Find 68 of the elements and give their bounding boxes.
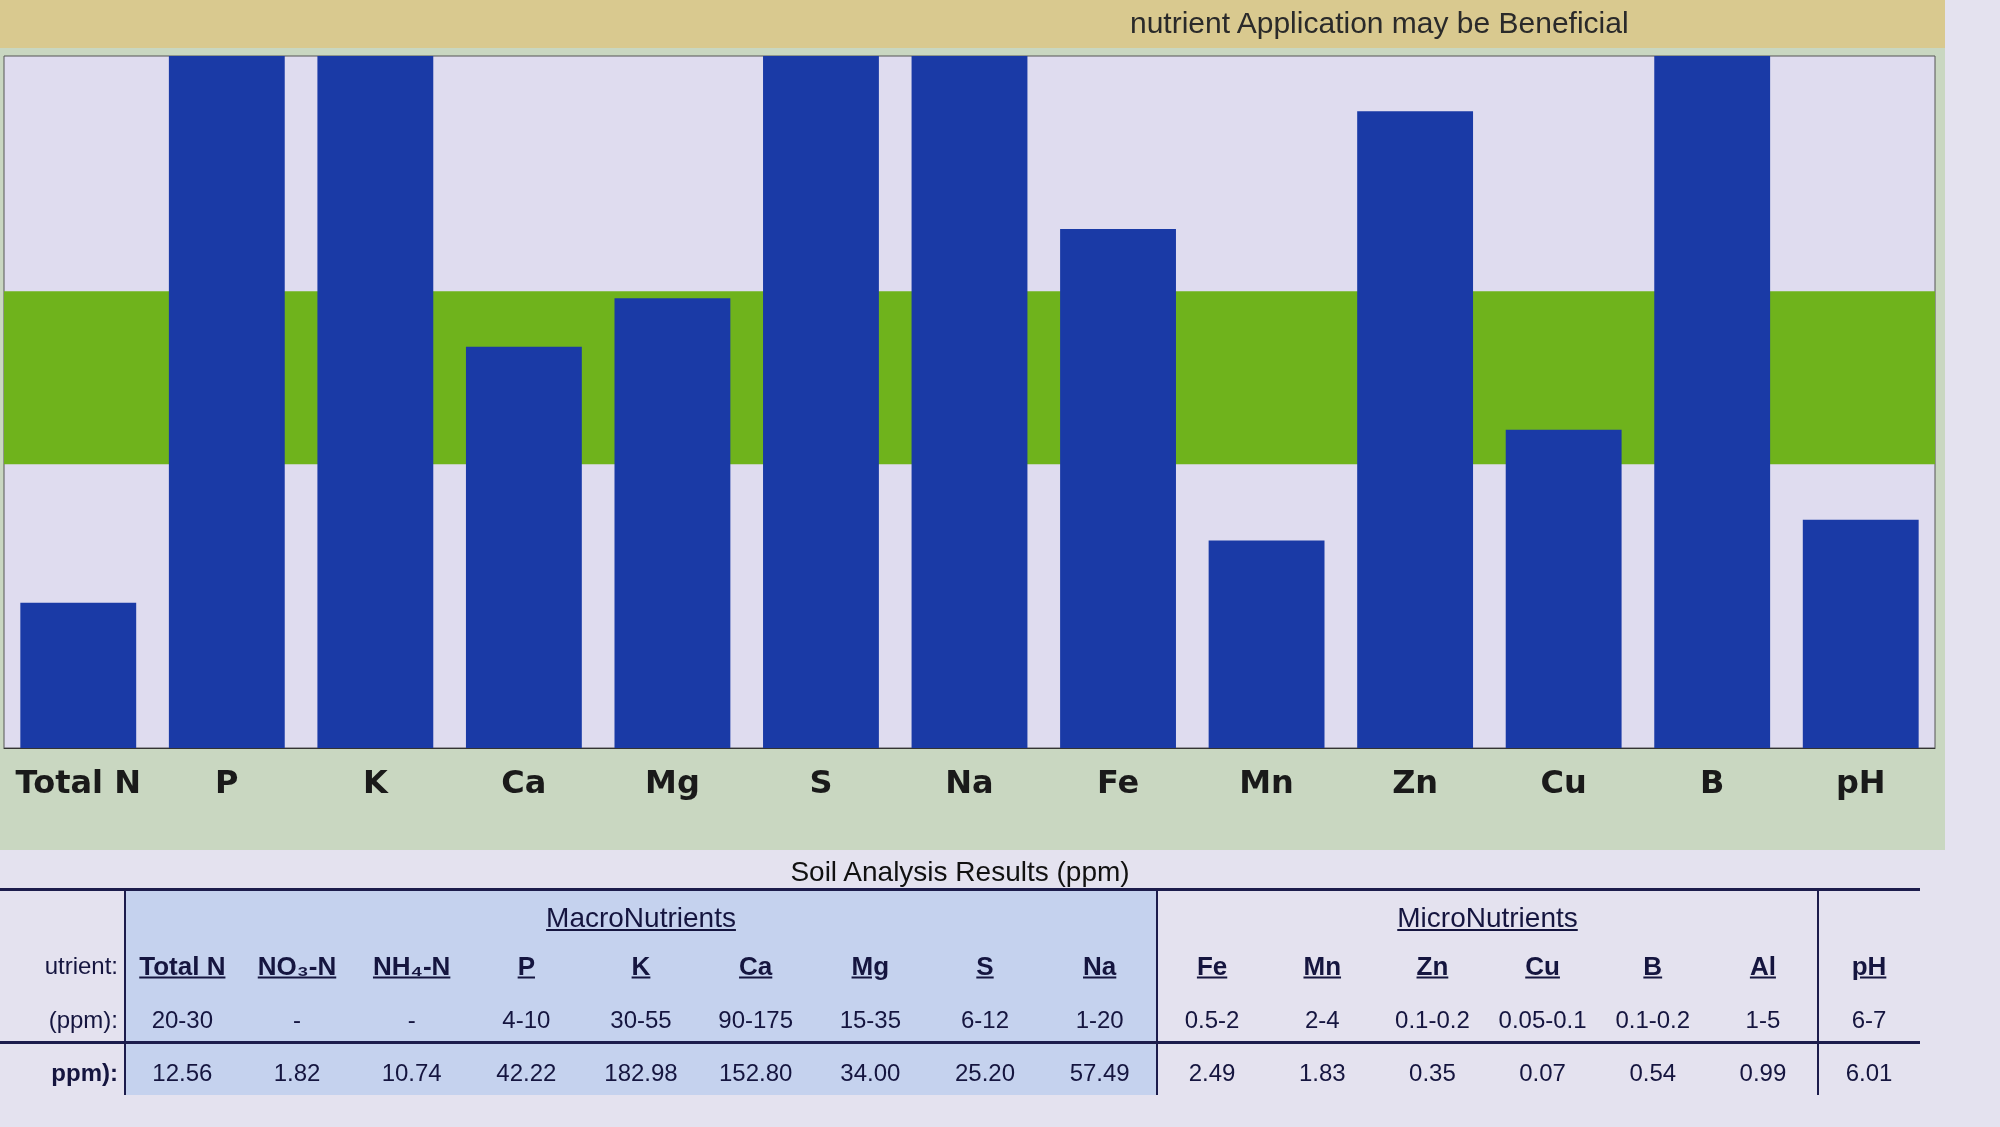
category-label: S — [976, 950, 994, 982]
data-label: 0.1-0.2 — [1615, 1006, 1691, 1034]
text: Soil Analysis Results (ppm) — [790, 856, 1130, 888]
category-label: Zn — [1416, 950, 1449, 982]
category-label: Mg — [851, 950, 890, 982]
category-label: Na — [1083, 950, 1117, 982]
data-label: 152.80 — [718, 1059, 793, 1087]
data-label: 20-30 — [151, 1006, 214, 1034]
category-label: Al — [1749, 950, 1776, 982]
text: (ppm): — [48, 1006, 118, 1034]
data-label: 0.99 — [1739, 1059, 1787, 1087]
data-label: 6-7 — [1851, 1006, 1887, 1034]
x-tick-label: B — [1700, 763, 1725, 801]
x-tick-label: Mn — [1239, 763, 1294, 801]
data-label: - — [293, 1006, 301, 1034]
x-tick-label: P — [215, 763, 239, 801]
category-label: Fe — [1196, 950, 1228, 982]
category-label: P — [517, 950, 535, 982]
category-label: Ca — [739, 950, 773, 982]
data-label: 57.49 — [1069, 1059, 1130, 1087]
data-label: - — [407, 1006, 416, 1034]
x-tick-label: Fe — [1096, 763, 1140, 801]
data-label: 0.54 — [1629, 1059, 1677, 1087]
data-label: 30-55 — [610, 1006, 672, 1034]
data-label: 0.1-0.2 — [1395, 1006, 1470, 1034]
x-tick-label: Na — [945, 763, 994, 801]
x-tick-label: K — [362, 763, 389, 801]
text: utrient: — [44, 952, 118, 980]
data-label: 12.56 — [152, 1059, 213, 1087]
x-tick-label: pH — [1835, 763, 1886, 801]
x-tick-label: Zn — [1392, 763, 1439, 801]
x-tick-label: S — [809, 763, 833, 801]
data-label: 6.01 — [1845, 1059, 1893, 1087]
text: MacroNutrients — [546, 902, 736, 934]
data-label: 15-35 — [839, 1006, 902, 1034]
data-label: 0.05-0.1 — [1498, 1006, 1587, 1034]
data-label: 1-20 — [1075, 1006, 1124, 1034]
text: nutrient Application may be Beneficial — [1130, 6, 1629, 40]
x-tick-label: Ca — [501, 763, 547, 801]
data-label: 42.22 — [496, 1059, 557, 1087]
data-label: 0.5-2 — [1184, 1006, 1240, 1034]
data-label: 2.49 — [1188, 1059, 1236, 1087]
category-label: NO₃-N — [257, 950, 337, 982]
category-label: NH₄-N — [372, 950, 451, 982]
category-label: Mn — [1303, 950, 1342, 982]
data-label: 1-5 — [1745, 1006, 1781, 1034]
data-label: 10.74 — [381, 1059, 442, 1087]
category-label: Cu — [1525, 950, 1560, 982]
data-label: 90-175 — [718, 1006, 794, 1034]
data-label: 1.82 — [273, 1059, 321, 1087]
category-label: K — [631, 950, 651, 982]
data-label: 182.98 — [604, 1059, 678, 1087]
data-label: 4-10 — [502, 1006, 551, 1034]
data-label: 6-12 — [960, 1006, 1010, 1034]
text: MicroNutrients — [1397, 902, 1578, 934]
data-label: 2-4 — [1304, 1006, 1340, 1034]
series-label: ppm): — [51, 1059, 118, 1087]
data-label: 25.20 — [954, 1059, 1016, 1087]
x-tick-label: Cu — [1540, 763, 1587, 801]
category-label: pH — [1851, 950, 1887, 982]
data-label: 34.00 — [840, 1059, 901, 1087]
category-label: Total N — [139, 950, 226, 982]
data-label: 0.35 — [1409, 1059, 1456, 1087]
x-tick-label: Total N — [15, 763, 141, 801]
data-label: 0.07 — [1519, 1059, 1566, 1087]
data-label: 1.83 — [1298, 1059, 1346, 1087]
category-label: B — [1643, 950, 1663, 982]
x-tick-label: Mg — [645, 763, 700, 801]
